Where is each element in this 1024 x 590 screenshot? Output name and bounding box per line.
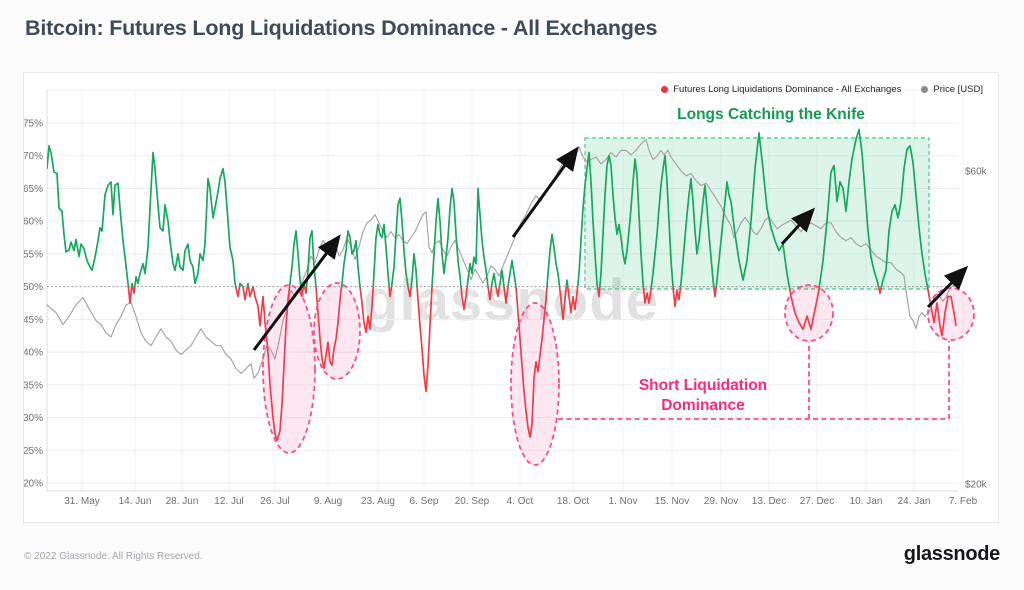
legend-item-price[interactable]: Price [USD] — [921, 84, 983, 95]
annotation-short-liquidation-dominance: Short Liquidation Dominance — [593, 376, 813, 416]
svg-text:75%: 75% — [24, 119, 43, 130]
svg-text:13. Dec: 13. Dec — [752, 496, 786, 507]
svg-text:27. Dec: 27. Dec — [800, 496, 834, 507]
svg-text:29. Nov: 29. Nov — [704, 496, 738, 507]
svg-text:10. Jan: 10. Jan — [850, 496, 883, 507]
svg-text:35%: 35% — [24, 380, 43, 391]
glassnode-logo: glassnode — [903, 543, 1001, 565]
svg-text:40%: 40% — [24, 348, 43, 359]
svg-text:31. May: 31. May — [64, 496, 100, 507]
svg-text:50%: 50% — [24, 282, 43, 293]
svg-text:28. Jun: 28. Jun — [166, 496, 199, 507]
legend-label-price: Price [USD] — [933, 84, 983, 95]
annotation-short-line2: Dominance — [661, 397, 745, 415]
svg-text:70%: 70% — [24, 151, 43, 162]
svg-text:$20k: $20k — [965, 479, 988, 490]
svg-text:30%: 30% — [24, 413, 43, 424]
svg-text:45%: 45% — [24, 315, 43, 326]
svg-text:4. Oct: 4. Oct — [507, 496, 534, 507]
legend-dot-price-icon — [921, 86, 929, 93]
svg-text:7. Feb: 7. Feb — [949, 496, 978, 507]
svg-text:6. Sep: 6. Sep — [410, 496, 439, 507]
annotation-short-line1: Short Liquidation — [638, 377, 768, 394]
svg-text:12. Jul: 12. Jul — [214, 496, 243, 507]
svg-text:60%: 60% — [24, 217, 43, 228]
svg-text:65%: 65% — [24, 184, 43, 195]
svg-text:20%: 20% — [24, 479, 43, 490]
page-title: Bitcoin: Futures Long Liquidations Domin… — [25, 16, 658, 40]
svg-text:$60k: $60k — [965, 167, 988, 178]
legend-item-dominance[interactable]: Futures Long Liquidations Dominance - Al… — [661, 84, 901, 95]
svg-text:26. Jul: 26. Jul — [260, 496, 289, 507]
svg-text:25%: 25% — [24, 446, 43, 457]
svg-text:15. Nov: 15. Nov — [655, 496, 689, 507]
legend-dot-dominance-icon — [661, 86, 669, 93]
svg-text:55%: 55% — [24, 249, 43, 260]
legend-label-dominance: Futures Long Liquidations Dominance - Al… — [673, 84, 902, 95]
svg-text:1. Nov: 1. Nov — [609, 496, 638, 507]
svg-text:23. Aug: 23. Aug — [361, 496, 395, 507]
annotation-longs-catching-knife: Longs Catching the Knife — [677, 106, 865, 123]
footer-copyright: © 2022 Glassnode. All Rights Reserved. — [24, 551, 203, 562]
chart-plot-area[interactable]: 31. May 14. Jun 28. Jun 12. Jul 26. Jul 9. Au… — [24, 73, 998, 522]
svg-text:9. Aug: 9. Aug — [314, 496, 342, 507]
legend: Futures Long Liquidations Dominance - Al… — [661, 84, 983, 95]
svg-text:24. Jan: 24. Jan — [898, 496, 931, 507]
svg-text:18. Oct: 18. Oct — [557, 496, 589, 507]
chart-card: Futures Long Liquidations Dominance - Al… — [23, 72, 999, 523]
svg-text:14. Jun: 14. Jun — [119, 496, 152, 507]
svg-text:20. Sep: 20. Sep — [455, 496, 490, 507]
